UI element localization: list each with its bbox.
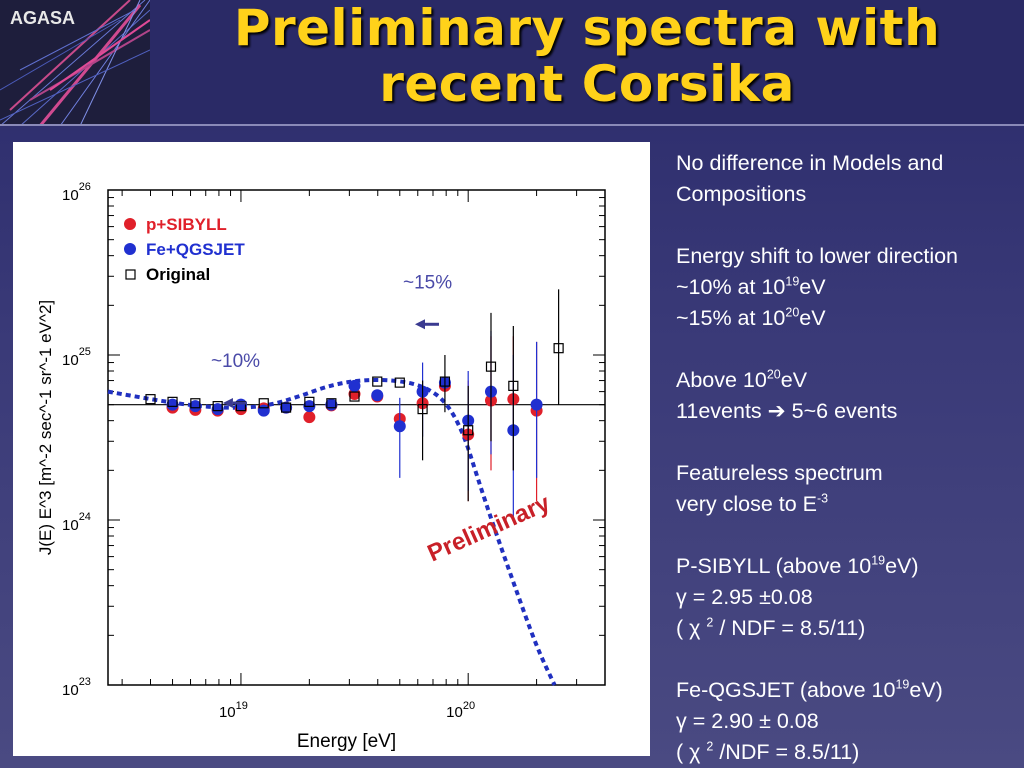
- data-point-fe-qgsjet: [530, 398, 543, 411]
- note-line: γ = 2.90 ± 0.08: [676, 709, 819, 733]
- spectrum-chart-panel: 1019 1020 1023 1024 1025 1026 Energy [eV] J(E) …: [13, 142, 650, 756]
- note-line: P-SIBYLL (above 1019eV): [676, 553, 919, 578]
- agasa-logo-text: AGASA: [10, 8, 76, 28]
- data-point-original: [439, 376, 451, 387]
- note-line: Featureless spectrum: [676, 461, 883, 485]
- data-point-fe-qgsjet: [189, 400, 202, 413]
- data-point-original: [280, 402, 292, 413]
- note-line: Above 1020eV: [676, 367, 808, 392]
- note-line: ( χ 2 / NDF = 8.5/11): [676, 615, 866, 640]
- legend-marker: [125, 269, 136, 280]
- shift-annotation-label: ~15%: [403, 272, 452, 293]
- data-point-original: [212, 401, 223, 412]
- data-point-original: [372, 376, 383, 387]
- data-point-fe-qgsjet: [280, 401, 293, 414]
- air-shower-graphic: [0, 0, 150, 126]
- y-tick-label: 1026: [62, 181, 91, 204]
- data-point-fe-qgsjet: [371, 389, 384, 402]
- data-point-original: [349, 391, 360, 402]
- legend-marker: [124, 218, 136, 230]
- x-tick-label: 1019: [219, 700, 248, 721]
- x-axis-label: Energy [eV]: [297, 731, 396, 752]
- title-divider: [0, 124, 1024, 126]
- data-point-fe-qgsjet: [166, 398, 179, 411]
- data-point-original: [167, 396, 178, 407]
- data-point-original: [417, 404, 428, 415]
- legend-label: Original: [146, 265, 210, 284]
- y-tick-label: 1023: [62, 676, 91, 699]
- note-line: 11events ➔ 5~6 events: [676, 399, 898, 423]
- data-point-original: [463, 425, 474, 436]
- agasa-logo: AGASA: [0, 0, 150, 126]
- note-line: ~15% at 1020eV: [676, 305, 826, 330]
- legend-marker: [124, 243, 136, 255]
- left-arrow-icon: [222, 398, 233, 408]
- data-point-original: [394, 377, 405, 388]
- notes-panel: No difference in Models and Compositions…: [676, 148, 1021, 768]
- slide-title-line-2: recent Corsika: [379, 55, 795, 113]
- data-point-original: [258, 398, 269, 409]
- y-axis-label: J(E) E^3 [m^-2 sec^-1 sr^-1 eV^2]: [36, 300, 55, 555]
- data-point-original: [508, 380, 519, 391]
- data-point-fe-qgsjet: [393, 420, 406, 433]
- data-point-original: [485, 361, 497, 372]
- note-line: No difference in Models and: [676, 151, 944, 175]
- note-line: very close to E-3: [676, 491, 829, 516]
- legend-label: p+SIBYLL: [146, 215, 227, 234]
- slide-title-line-1: Preliminary spectra with: [233, 0, 941, 57]
- slide-title: Preliminary spectra with recent Corsika: [150, 0, 1024, 112]
- y-tick-label: 1024: [62, 511, 91, 534]
- left-arrow-icon: [414, 319, 425, 330]
- data-point-p-sibyll: [303, 411, 316, 424]
- note-line: Energy shift to lower direction: [676, 244, 959, 268]
- y-tick-label: 1025: [62, 346, 91, 369]
- data-point-original: [145, 394, 156, 405]
- x-tick-label: 1020: [446, 700, 475, 721]
- title-band: [150, 0, 1024, 126]
- legend-label: Fe+QGSJET: [146, 240, 245, 259]
- preliminary-watermark: Preliminary: [424, 489, 555, 567]
- note-line: Compositions: [676, 182, 807, 206]
- note-line: Fe-QGSJET (above 1019eV): [676, 677, 943, 702]
- data-point-fe-qgsjet: [211, 403, 224, 416]
- note-line: ( χ 2 /NDF = 8.5/11): [676, 739, 860, 764]
- data-point-original: [553, 343, 564, 354]
- shift-annotation-label: ~10%: [211, 351, 260, 372]
- spectrum-chart: 1019 1020 1023 1024 1025 1026 Energy [eV] J(E) …: [36, 181, 606, 752]
- data-point-original: [190, 398, 201, 409]
- data-point-fe-qgsjet: [348, 379, 361, 392]
- note-line: γ = 2.95 ±0.08: [676, 585, 813, 609]
- plot-frame: [107, 189, 606, 686]
- note-line: ~10% at 1019eV: [676, 274, 826, 299]
- data-point-original: [326, 398, 337, 409]
- data-point-original: [304, 396, 315, 407]
